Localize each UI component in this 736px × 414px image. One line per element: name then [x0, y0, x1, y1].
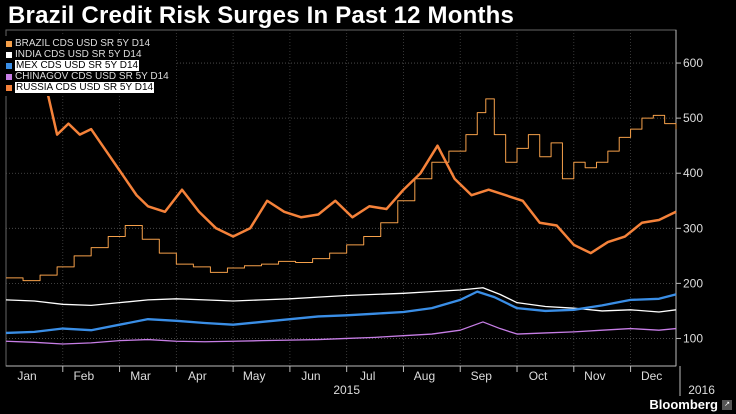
legend-swatch: [6, 40, 12, 47]
legend-swatch: [6, 73, 12, 80]
legend-item: BRAZIL CDS USD SR 5Y D14: [6, 38, 174, 49]
y-tick-label: 200: [683, 276, 703, 290]
year-label: 2015: [333, 383, 360, 397]
legend-item: INDIA CDS USD SR 5Y D14: [6, 49, 174, 60]
y-tick-label: 400: [683, 166, 703, 180]
y-tick-label: 100: [683, 331, 703, 345]
x-tick-label: Jun: [301, 369, 320, 383]
legend-swatch: [6, 62, 12, 69]
x-tick-label: Dec: [641, 369, 662, 383]
legend-label: INDIA CDS USD SR 5Y D14: [15, 49, 142, 60]
x-tick-label: May: [243, 369, 266, 383]
legend-label: RUSSIA CDS USD SR 5Y D14: [15, 82, 155, 93]
year-label: 2016: [688, 383, 715, 397]
x-tick-label: Nov: [584, 369, 605, 383]
x-tick-label: Sep: [471, 369, 493, 383]
x-tick-label: Mar: [130, 369, 151, 383]
legend: BRAZIL CDS USD SR 5Y D14 INDIA CDS USD SR…: [4, 36, 176, 96]
y-tick-label: 600: [683, 56, 703, 70]
series-line-4: [4, 50, 677, 255]
x-tick-label: Aug: [414, 369, 435, 383]
legend-item: RUSSIA CDS USD SR 5Y D14: [6, 82, 174, 93]
bloomberg-logo-icon: ↗: [722, 400, 732, 410]
x-tick-label: Apr: [188, 369, 207, 383]
x-tick-label: Feb: [73, 369, 94, 383]
y-tick-label: 300: [683, 221, 703, 235]
series-line-3: [5, 321, 677, 345]
legend-label: CHINAGOV CDS USD SR 5Y D14: [15, 71, 169, 82]
chart-title: Brazil Credit Risk Surges In Past 12 Mon…: [8, 2, 515, 29]
legend-label: MEX CDS USD SR 5Y D14: [15, 60, 140, 71]
legend-swatch: [6, 84, 12, 91]
x-tick-label: Jul: [360, 369, 375, 383]
legend-swatch: [6, 51, 12, 58]
legend-item: MEX CDS USD SR 5Y D14: [6, 60, 174, 71]
legend-label: BRAZIL CDS USD SR 5Y D14: [15, 38, 151, 49]
series-line-2: [5, 290, 677, 335]
x-tick-label: Jan: [17, 369, 36, 383]
x-tick-label: Oct: [529, 369, 548, 383]
series-line-0: [6, 98, 677, 282]
legend-item: CHINAGOV CDS USD SR 5Y D14: [6, 71, 174, 82]
series-line-1: [5, 287, 677, 313]
brand-label: Bloomberg: [649, 397, 718, 412]
y-tick-label: 500: [683, 111, 703, 125]
